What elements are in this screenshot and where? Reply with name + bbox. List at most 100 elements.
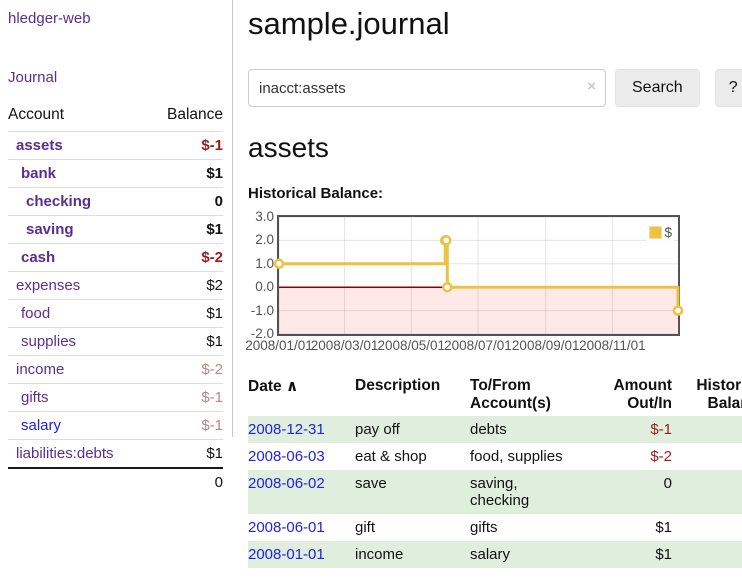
x-axis-tick-label: 2008/11/01: [579, 338, 646, 353]
account-balance: $2: [148, 271, 223, 300]
y-axis-tick-label: 0.0: [255, 279, 274, 295]
account-row: checking 0: [8, 187, 223, 216]
help-button[interactable]: ?: [714, 69, 742, 107]
sidebar-account-salary[interactable]: salary: [21, 417, 62, 434]
sidebar-account-gifts[interactable]: gifts: [21, 389, 49, 406]
sidebar-account-cash[interactable]: cash: [21, 249, 56, 266]
chart-plot-area[interactable]: [273, 216, 684, 335]
register-accounts: food, supplies: [470, 448, 563, 465]
register-row: 2008-06-03 eat & shop food, supplies $-20: [248, 443, 742, 470]
register-balance: $-1: [672, 416, 742, 443]
col-date-label: Date: [248, 378, 282, 395]
register-table: Date ∧ Description To/From Account(s) Am…: [248, 374, 742, 568]
sidebar-account-expenses[interactable]: expenses: [16, 277, 81, 294]
register-description: pay off: [355, 421, 400, 438]
y-axis-tick-label: 3.0: [255, 209, 274, 224]
sidebar-account-food[interactable]: food: [21, 305, 51, 322]
account-row: food $1: [8, 299, 223, 328]
account-balance: $-1: [148, 383, 223, 412]
register-balance: $2: [672, 470, 742, 514]
sidebar-account-bank[interactable]: bank: [21, 165, 57, 182]
data-point-marker: [441, 235, 452, 246]
account-balance: $-1: [148, 411, 223, 440]
accounts-total-row: 0: [8, 467, 223, 496]
account-balance: $1: [148, 215, 223, 244]
y-axis-tick-label: 1.0: [255, 255, 274, 271]
accounts-header-row: Account Balance: [8, 102, 223, 132]
sidebar-item-journal[interactable]: Journal: [8, 69, 58, 86]
x-axis-tick-label: 2008/05/01: [377, 338, 446, 353]
account-row: cash $-2: [8, 243, 223, 272]
sidebar-account-saving[interactable]: saving: [26, 221, 74, 238]
register-description: income: [355, 546, 404, 563]
search-button[interactable]: Search: [615, 69, 700, 107]
account-row: assets $-1: [8, 131, 223, 160]
register-accounts: gifts: [470, 519, 498, 536]
account-balance: $1: [148, 327, 223, 356]
sidebar-account-supplies[interactable]: supplies: [21, 333, 77, 350]
search-box: ×: [248, 69, 606, 107]
x-axis-tick-label: 2008/07/01: [444, 338, 512, 353]
search-input[interactable]: [248, 69, 606, 107]
register-balance: $2: [672, 514, 742, 541]
register-description: gift: [355, 519, 376, 536]
account-row: bank $1: [8, 159, 223, 188]
x-axis-tick-label: 2008/03/01: [310, 338, 379, 353]
register-description: eat & shop: [355, 448, 427, 465]
sidebar-account-assets[interactable]: assets: [16, 137, 63, 154]
register-date-link[interactable]: 2008-06-01: [248, 519, 325, 536]
sidebar-account-income[interactable]: income: [16, 361, 65, 378]
register-date-link[interactable]: 2008-06-02: [248, 475, 325, 492]
account-balance: $1: [148, 439, 223, 468]
x-axis-tick-label: 2008/01/01: [245, 338, 313, 353]
y-axis-tick-label: -1.0: [250, 302, 274, 318]
sidebar-nav: Journal: [8, 27, 223, 86]
account-row: liabilities:debts $1: [8, 439, 223, 468]
accounts-total-spacer: [8, 467, 149, 496]
app-title-link[interactable]: hledger-web: [8, 10, 91, 27]
register-amount: $-1: [650, 421, 672, 438]
account-row: saving $1: [8, 215, 223, 244]
legend-swatch-icon: [649, 226, 663, 239]
register-amount: $1: [655, 519, 672, 536]
register-date-link[interactable]: 2008-01-01: [248, 546, 325, 563]
page-title: sample.journal: [248, 6, 450, 41]
col-date-sort[interactable]: Date ∧: [248, 374, 355, 416]
historical-balance-chart[interactable]: 3.0 2.0 1.0 0.0 -1.0 -2.0 2008/01/01 2008/03/01…: [245, 210, 684, 353]
y-axis-tick-label: 2.0: [255, 232, 274, 248]
hledger-web-app: hledger-web Journal Account Balance asse…: [0, 0, 742, 568]
chart-legend: $: [647, 224, 674, 241]
register-row: 2008-12-31 pay off debts $-1$-1: [248, 416, 742, 443]
register-row: 2008-06-01 gift gifts $1$2: [248, 514, 742, 541]
data-point-marker: [442, 281, 453, 293]
register-amount: $-2: [650, 448, 672, 465]
sidebar-account-liabilities-debts[interactable]: liabilities:debts: [16, 445, 114, 462]
account-balance: $-1: [148, 131, 223, 160]
clear-search-icon[interactable]: ×: [587, 78, 596, 95]
y-axis-tick-label: -2.0: [250, 326, 274, 341]
account-row: salary $-1: [8, 411, 223, 440]
sidebar: hledger-web Journal Account Balance asse…: [0, 0, 232, 568]
legend-label: $: [664, 225, 672, 240]
register-accounts: salary: [470, 546, 511, 563]
data-point-marker: [273, 258, 285, 270]
search-form: × Search ?: [248, 69, 742, 107]
x-axis-tick-label: 2008/09/01: [511, 338, 580, 353]
col-description: Description: [355, 377, 441, 394]
data-point-marker: [672, 305, 684, 316]
register-amount: 0: [663, 475, 672, 492]
col-balance: Historical Balance: [696, 377, 742, 412]
register-accounts: saving, checking: [470, 475, 530, 509]
sort-ascending-icon: ∧: [285, 378, 299, 395]
accounts-header-balance: Balance: [166, 106, 223, 123]
account-balance: 0: [148, 187, 223, 216]
register-balance: 0: [672, 443, 742, 470]
account-balance: $-2: [148, 355, 223, 384]
sidebar-divider: [232, 0, 233, 437]
register-row: 2008-06-02 save saving, checking 0$2: [248, 470, 742, 514]
accounts-table: Account Balance assets $-1 bank $1 checking 0…: [8, 102, 223, 496]
register-date-link[interactable]: 2008-12-31: [248, 421, 325, 438]
sidebar-account-checking[interactable]: checking: [26, 193, 92, 210]
account-row: supplies $1: [8, 327, 223, 356]
register-date-link[interactable]: 2008-06-03: [248, 448, 325, 465]
